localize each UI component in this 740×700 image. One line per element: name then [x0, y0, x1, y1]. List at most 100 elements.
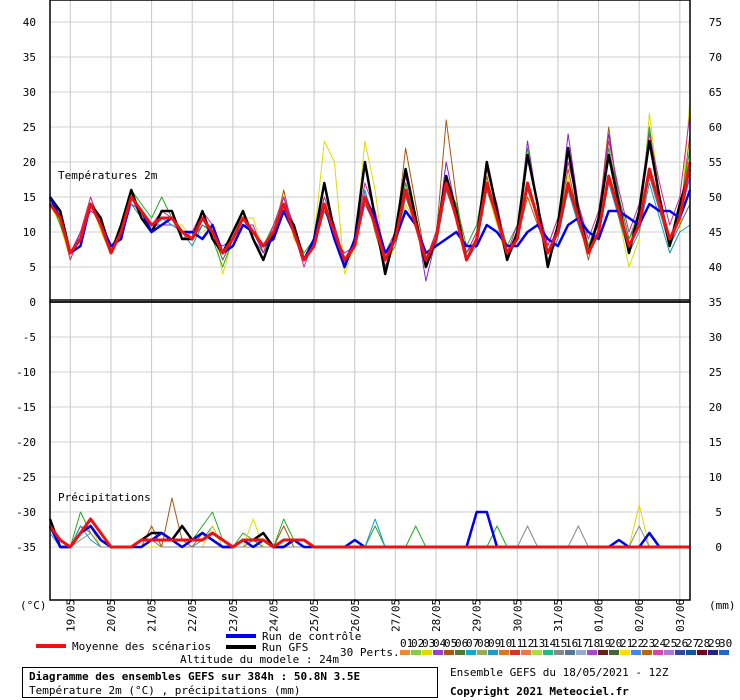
series-layer — [48, 98, 692, 549]
pert-swatch — [565, 650, 575, 655]
precipitation-control-series — [48, 510, 690, 549]
prec-right-tick-label: 0 — [715, 541, 722, 554]
pert-number: 23 — [642, 637, 655, 650]
pert-swatch — [422, 650, 432, 655]
pert-swatch — [697, 650, 707, 655]
pert-swatch — [642, 650, 652, 655]
prec-right-tick-label: 5 — [715, 506, 722, 519]
pert-number: 08 — [477, 637, 490, 650]
diagram-title: Diagramme des ensembles GEFS sur 384h : … — [29, 670, 361, 683]
date-tick-label: 20/05 — [105, 599, 118, 632]
pert-number: 09 — [488, 637, 501, 650]
temp-left-tick-label: 20 — [23, 156, 36, 169]
date-tick-label: 31/05 — [552, 599, 565, 632]
pert-swatch — [543, 650, 553, 655]
prec-left-tick-label: -35 — [16, 541, 36, 554]
date-tick-label: 28/05 — [430, 599, 443, 632]
precipitation-panel-frame — [49, 301, 691, 601]
legend-gfs-label: Run GFS — [262, 641, 308, 654]
copyright: Copyright 2021 Meteociel.fr — [450, 685, 629, 698]
pert-swatch — [532, 650, 542, 655]
pert-swatch — [444, 650, 454, 655]
temperature-panel-frame — [49, 0, 691, 303]
pert-number: 13 — [532, 637, 545, 650]
date-tick-label: 19/05 — [64, 599, 77, 632]
pert-swatch — [521, 650, 531, 655]
temperature-member-series — [49, 112, 691, 268]
pert-number: 27 — [686, 637, 699, 650]
pert-number: 02 — [411, 637, 424, 650]
pert-number: 14 — [543, 637, 557, 650]
pert-number: 26 — [675, 637, 688, 650]
pert-number: 21 — [620, 637, 633, 650]
temp-right-tick-label: 75 — [709, 16, 722, 29]
precipitation-panel-label: Précipitations — [58, 491, 151, 504]
pert-swatch — [466, 650, 476, 655]
prec-right-tick-label: 35 — [709, 296, 722, 309]
legend-mean-label: Moyenne des scénarios — [72, 640, 211, 653]
legend-control-label: Run de contrôle — [262, 630, 361, 643]
pert-swatch — [598, 650, 608, 655]
pert-number: 25 — [664, 637, 677, 650]
pert-swatch — [400, 650, 410, 655]
pert-swatch — [631, 650, 641, 655]
pert-swatch — [708, 650, 718, 655]
pert-swatch — [686, 650, 696, 655]
date-tick-label: 27/05 — [389, 599, 402, 632]
temperature-panel-label: Températures 2m — [58, 169, 158, 182]
pert-swatch — [620, 650, 630, 655]
pert-number: 24 — [653, 637, 667, 650]
temp-left-tick-label: 10 — [23, 226, 36, 239]
prec-left-tick-label: -15 — [16, 401, 36, 414]
pert-swatch — [576, 650, 586, 655]
run-info: Ensemble GEFS du 18/05/2021 - 12Z — [450, 666, 669, 679]
legend: Moyenne des scénarios Run de contrôle Ru… — [36, 630, 732, 666]
temp-left-tick-label: 0 — [29, 296, 36, 309]
pert-number: 10 — [499, 637, 512, 650]
temperature-mean-series — [48, 161, 692, 262]
pert-swatch — [411, 650, 421, 655]
pert-number: 15 — [554, 637, 567, 650]
frame-layer — [49, 0, 691, 601]
temp-right-tick-label: 60 — [709, 121, 722, 134]
pert-swatch — [609, 650, 619, 655]
date-tick-label: 22/05 — [186, 599, 199, 632]
pert-number: 22 — [631, 637, 644, 650]
pert-swatch — [653, 650, 663, 655]
temp-right-tick-label: 65 — [709, 86, 722, 99]
pert-swatch — [719, 650, 729, 655]
temp-left-tick-label: 30 — [23, 86, 36, 99]
temp-right-tick-label: 55 — [709, 156, 722, 169]
info-box: Diagramme des ensembles GEFS sur 384h : … — [22, 667, 438, 698]
temp-left-tick-label: 15 — [23, 191, 36, 204]
precipitation-mean-series — [48, 517, 690, 549]
temp-right-tick-label: 50 — [709, 191, 722, 204]
left-unit-label: (°C) — [20, 599, 47, 612]
ticks-layer: 19/05 20/05 21/05 22/05 23/05 24/05 25/05 26/05… — [16, 16, 722, 632]
temp-right-tick-label: 45 — [709, 226, 722, 239]
prec-right-tick-label: 15 — [709, 436, 722, 449]
temp-left-tick-label: 25 — [23, 121, 36, 134]
pert-swatch — [664, 650, 674, 655]
date-tick-label: 29/05 — [471, 599, 484, 632]
pert-swatch — [510, 650, 520, 655]
temp-right-tick-label: 70 — [709, 51, 722, 64]
prec-left-tick-label: -25 — [16, 471, 36, 484]
prec-right-tick-label: 20 — [709, 401, 722, 414]
pert-number: 05 — [444, 637, 457, 650]
pert-number: 03 — [422, 637, 435, 650]
prec-right-tick-label: 30 — [709, 331, 722, 344]
temperature-control-series — [48, 189, 692, 269]
prec-left-tick-label: -20 — [16, 436, 36, 449]
pert-number: 07 — [466, 637, 479, 650]
right-unit-label: (mm) — [709, 599, 736, 612]
pert-swatch — [488, 650, 498, 655]
pert-number: 30 — [719, 637, 732, 650]
temp-right-tick-label: 40 — [709, 261, 722, 274]
pert-number: 11 — [510, 637, 523, 650]
pert-number: 06 — [455, 637, 468, 650]
pert-number: 20 — [609, 637, 622, 650]
date-tick-label: 30/05 — [511, 599, 524, 632]
pert-legend: 0102030405060708091011121314151617181920… — [400, 637, 732, 655]
